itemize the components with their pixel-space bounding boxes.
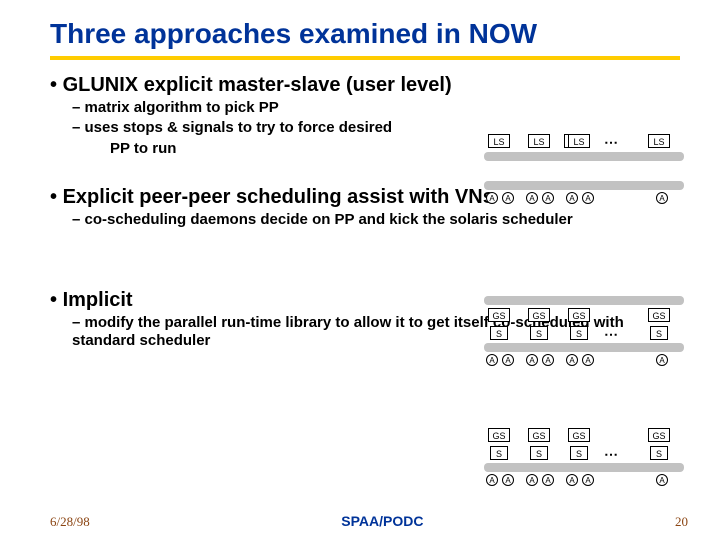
node-gs: GS: [488, 428, 510, 442]
node-ls: LS: [488, 134, 510, 148]
bus-bar: [484, 463, 684, 472]
bus-bar: [484, 181, 684, 190]
sub-text: co-scheduling daemons decide on PP and k…: [85, 211, 573, 228]
node-s: S: [570, 326, 588, 340]
sub-text: matrix algorithm to pick PP: [85, 99, 279, 116]
footer-date: 6/28/98: [50, 514, 90, 530]
node-gs: GS: [648, 308, 670, 322]
page-title: Three approaches examined in NOW: [50, 18, 680, 50]
node-a: A: [542, 354, 554, 366]
node-s: S: [530, 326, 548, 340]
dash: –: [72, 314, 80, 331]
node-a: A: [542, 474, 554, 486]
node-s: S: [570, 446, 588, 460]
node-ls: LS: [648, 134, 670, 148]
node-a: A: [486, 474, 498, 486]
bullet-dot: •: [50, 289, 57, 311]
diagram-peer-peer: GS GS GS GS S S S ⋯ S A A A A A A A: [484, 296, 684, 370]
slide-footer: 6/28/98 SPAA/PODC 20: [0, 513, 720, 530]
dash: –: [72, 119, 80, 136]
sub-glunix-2b: PP to run: [110, 140, 530, 158]
node-gs: GS: [528, 428, 550, 442]
node-s: S: [650, 326, 668, 340]
node-ls: LS: [528, 134, 550, 148]
bullet-glunix: • GLUNIX explicit master-slave (user lev…: [50, 74, 680, 97]
node-a: A: [502, 474, 514, 486]
dash: –: [72, 211, 80, 228]
node-a: A: [656, 474, 668, 486]
bus-bar: [484, 296, 684, 305]
node-a: A: [656, 192, 668, 204]
node-a: A: [582, 354, 594, 366]
node-s: S: [490, 326, 508, 340]
node-gs: GS: [648, 428, 670, 442]
node-ls: LS: [568, 134, 590, 148]
node-s: S: [650, 446, 668, 460]
node-a: A: [526, 354, 538, 366]
node-a: A: [526, 192, 538, 204]
bullet-text: Explicit peer-peer scheduling assist wit…: [63, 186, 494, 208]
node-gs: GS: [488, 308, 510, 322]
sub-text: uses stops & signals to try to force des…: [85, 119, 393, 136]
sub-glunix-2: – uses stops & signals to try to force d…: [72, 119, 492, 137]
footer-center: SPAA/PODC: [341, 513, 423, 529]
ellipsis-icon: ⋯: [604, 446, 618, 463]
ellipsis-icon: ⋯: [604, 134, 618, 151]
node-a: A: [486, 192, 498, 204]
ellipsis-icon: ⋯: [604, 326, 618, 343]
node-gs: GS: [528, 308, 550, 322]
node-a: A: [526, 474, 538, 486]
bullet-text: GLUNIX explicit master-slave (user level…: [63, 74, 452, 96]
title-rule: [50, 56, 680, 60]
node-a: A: [582, 474, 594, 486]
bus-bar: [484, 152, 684, 161]
diagram-master-slave: M LS LS LS ⋯ LS A A A A A A A: [484, 134, 684, 208]
sub-text: PP to run: [110, 140, 176, 157]
dash: –: [72, 99, 80, 116]
node-gs: GS: [568, 428, 590, 442]
bus-bar: [484, 343, 684, 352]
node-s: S: [490, 446, 508, 460]
bullet-text: Implicit: [63, 289, 133, 311]
node-a: A: [566, 354, 578, 366]
sub-peer-1: – co-scheduling daemons decide on PP and…: [72, 211, 672, 229]
sub-glunix-1: – matrix algorithm to pick PP: [72, 99, 492, 117]
node-s: S: [530, 446, 548, 460]
node-gs: GS: [568, 308, 590, 322]
bullet-dot: •: [50, 74, 57, 96]
node-a: A: [502, 354, 514, 366]
node-a: A: [566, 474, 578, 486]
node-a: A: [486, 354, 498, 366]
node-a: A: [582, 192, 594, 204]
footer-page-number: 20: [675, 514, 688, 530]
node-a: A: [566, 192, 578, 204]
node-a: A: [656, 354, 668, 366]
diagram-implicit: GS GS GS GS S S S ⋯ S A A A A A A A: [484, 428, 684, 502]
node-a: A: [502, 192, 514, 204]
node-a: A: [542, 192, 554, 204]
bullet-dot: •: [50, 186, 57, 208]
